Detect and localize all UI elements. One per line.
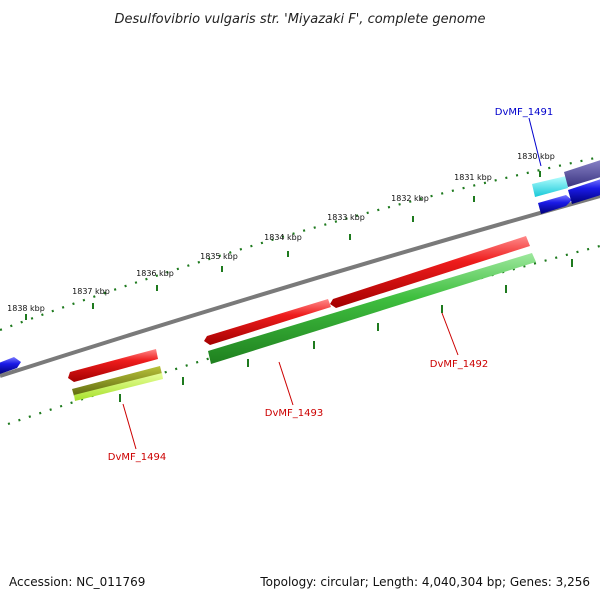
leader-line-dvmf-1491 [528,117,542,167]
scale-label-1830: 1830 kbp [517,152,555,161]
gene-label-dvmf-1492[interactable]: DvMF_1492 [430,359,488,370]
gene-arrow-green-reverse[interactable] [208,253,536,364]
gene-label-dvmf-1494[interactable]: DvMF_1494 [108,452,166,463]
gene-label-dvmf-1491[interactable]: DvMF_1491 [495,107,553,118]
gene-arrow-dvmf-1492[interactable] [330,236,530,308]
gene-arrow-blue-forward[interactable] [538,195,572,214]
accession-text: Accession: NC_011769 [9,575,145,589]
scale-label-1833: 1833 kbp [327,213,365,222]
genome-summary-text: Topology: circular; Length: 4,040,304 bp… [259,575,590,589]
gene-arrow-dvmf-1493[interactable] [204,299,331,345]
gene-arrow-dvmf-1494[interactable] [68,349,158,382]
outer-scale-ring [0,155,600,332]
gene-arrow-dvmf-1494-reverse-lower[interactable] [74,373,163,401]
scale-label-1836: 1836 kbp [136,269,174,278]
gene-arrow-dvmf-1491[interactable] [532,176,568,197]
scale-label-1835: 1835 kbp [200,252,238,261]
scale-label-1838: 1838 kbp [7,304,45,313]
gene-arrow-dvmf-1494-reverse[interactable] [72,366,162,396]
gene-arrow-purple[interactable] [564,159,600,187]
scale-label-1834: 1834 kbp [264,233,302,242]
leader-line-dvmf-1494 [122,403,137,450]
gene-arrow-blue-right-edge[interactable] [568,178,600,204]
scale-label-1831: 1831 kbp [454,173,492,182]
gene-label-dvmf-1493[interactable]: DvMF_1493 [265,408,323,419]
leader-line-dvmf-1492 [441,312,459,356]
gene-arrow-left-edge[interactable] [0,357,21,374]
map-title: Desulfovibrio vulgaris str. 'Miyazaki F'… [114,12,485,27]
outer-major-ticks [25,171,541,320]
inner-major-ticks [119,259,573,402]
inner-scale-ring [7,244,600,426]
scale-label-1837: 1837 kbp [72,287,110,296]
genome-backbone [0,194,600,378]
leader-line-dvmf-1493 [278,361,294,406]
scale-label-1832: 1832 kbp [391,194,429,203]
